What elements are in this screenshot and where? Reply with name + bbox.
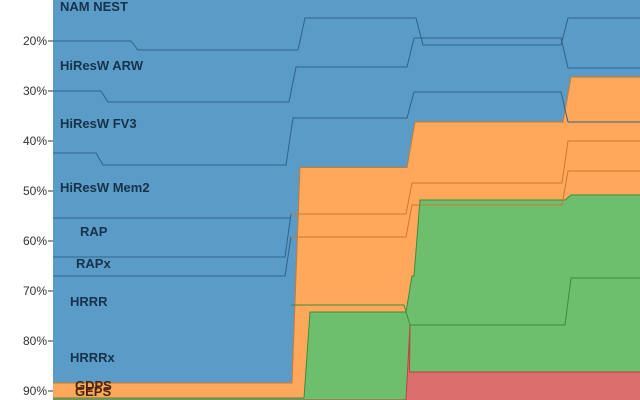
svg-text:RAPx: RAPx <box>76 256 111 271</box>
svg-text:30%: 30% <box>23 84 47 98</box>
svg-text:50%: 50% <box>23 184 47 198</box>
svg-text:70%: 70% <box>23 284 47 298</box>
svg-text:90%: 90% <box>23 384 47 398</box>
svg-text:HRRR: HRRR <box>70 294 108 309</box>
svg-text:RAP: RAP <box>80 224 108 239</box>
svg-text:20%: 20% <box>23 34 47 48</box>
svg-text:HiResW Mem2: HiResW Mem2 <box>60 180 150 195</box>
svg-text:GEPS: GEPS <box>75 384 111 399</box>
svg-text:HRRRx: HRRRx <box>70 350 116 365</box>
svg-text:HiResW FV3: HiResW FV3 <box>60 116 137 131</box>
svg-text:60%: 60% <box>23 234 47 248</box>
svg-text:80%: 80% <box>23 334 47 348</box>
svg-text:HiResW ARW: HiResW ARW <box>60 58 144 73</box>
svg-text:NAM NEST: NAM NEST <box>60 0 128 14</box>
svg-text:40%: 40% <box>23 134 47 148</box>
